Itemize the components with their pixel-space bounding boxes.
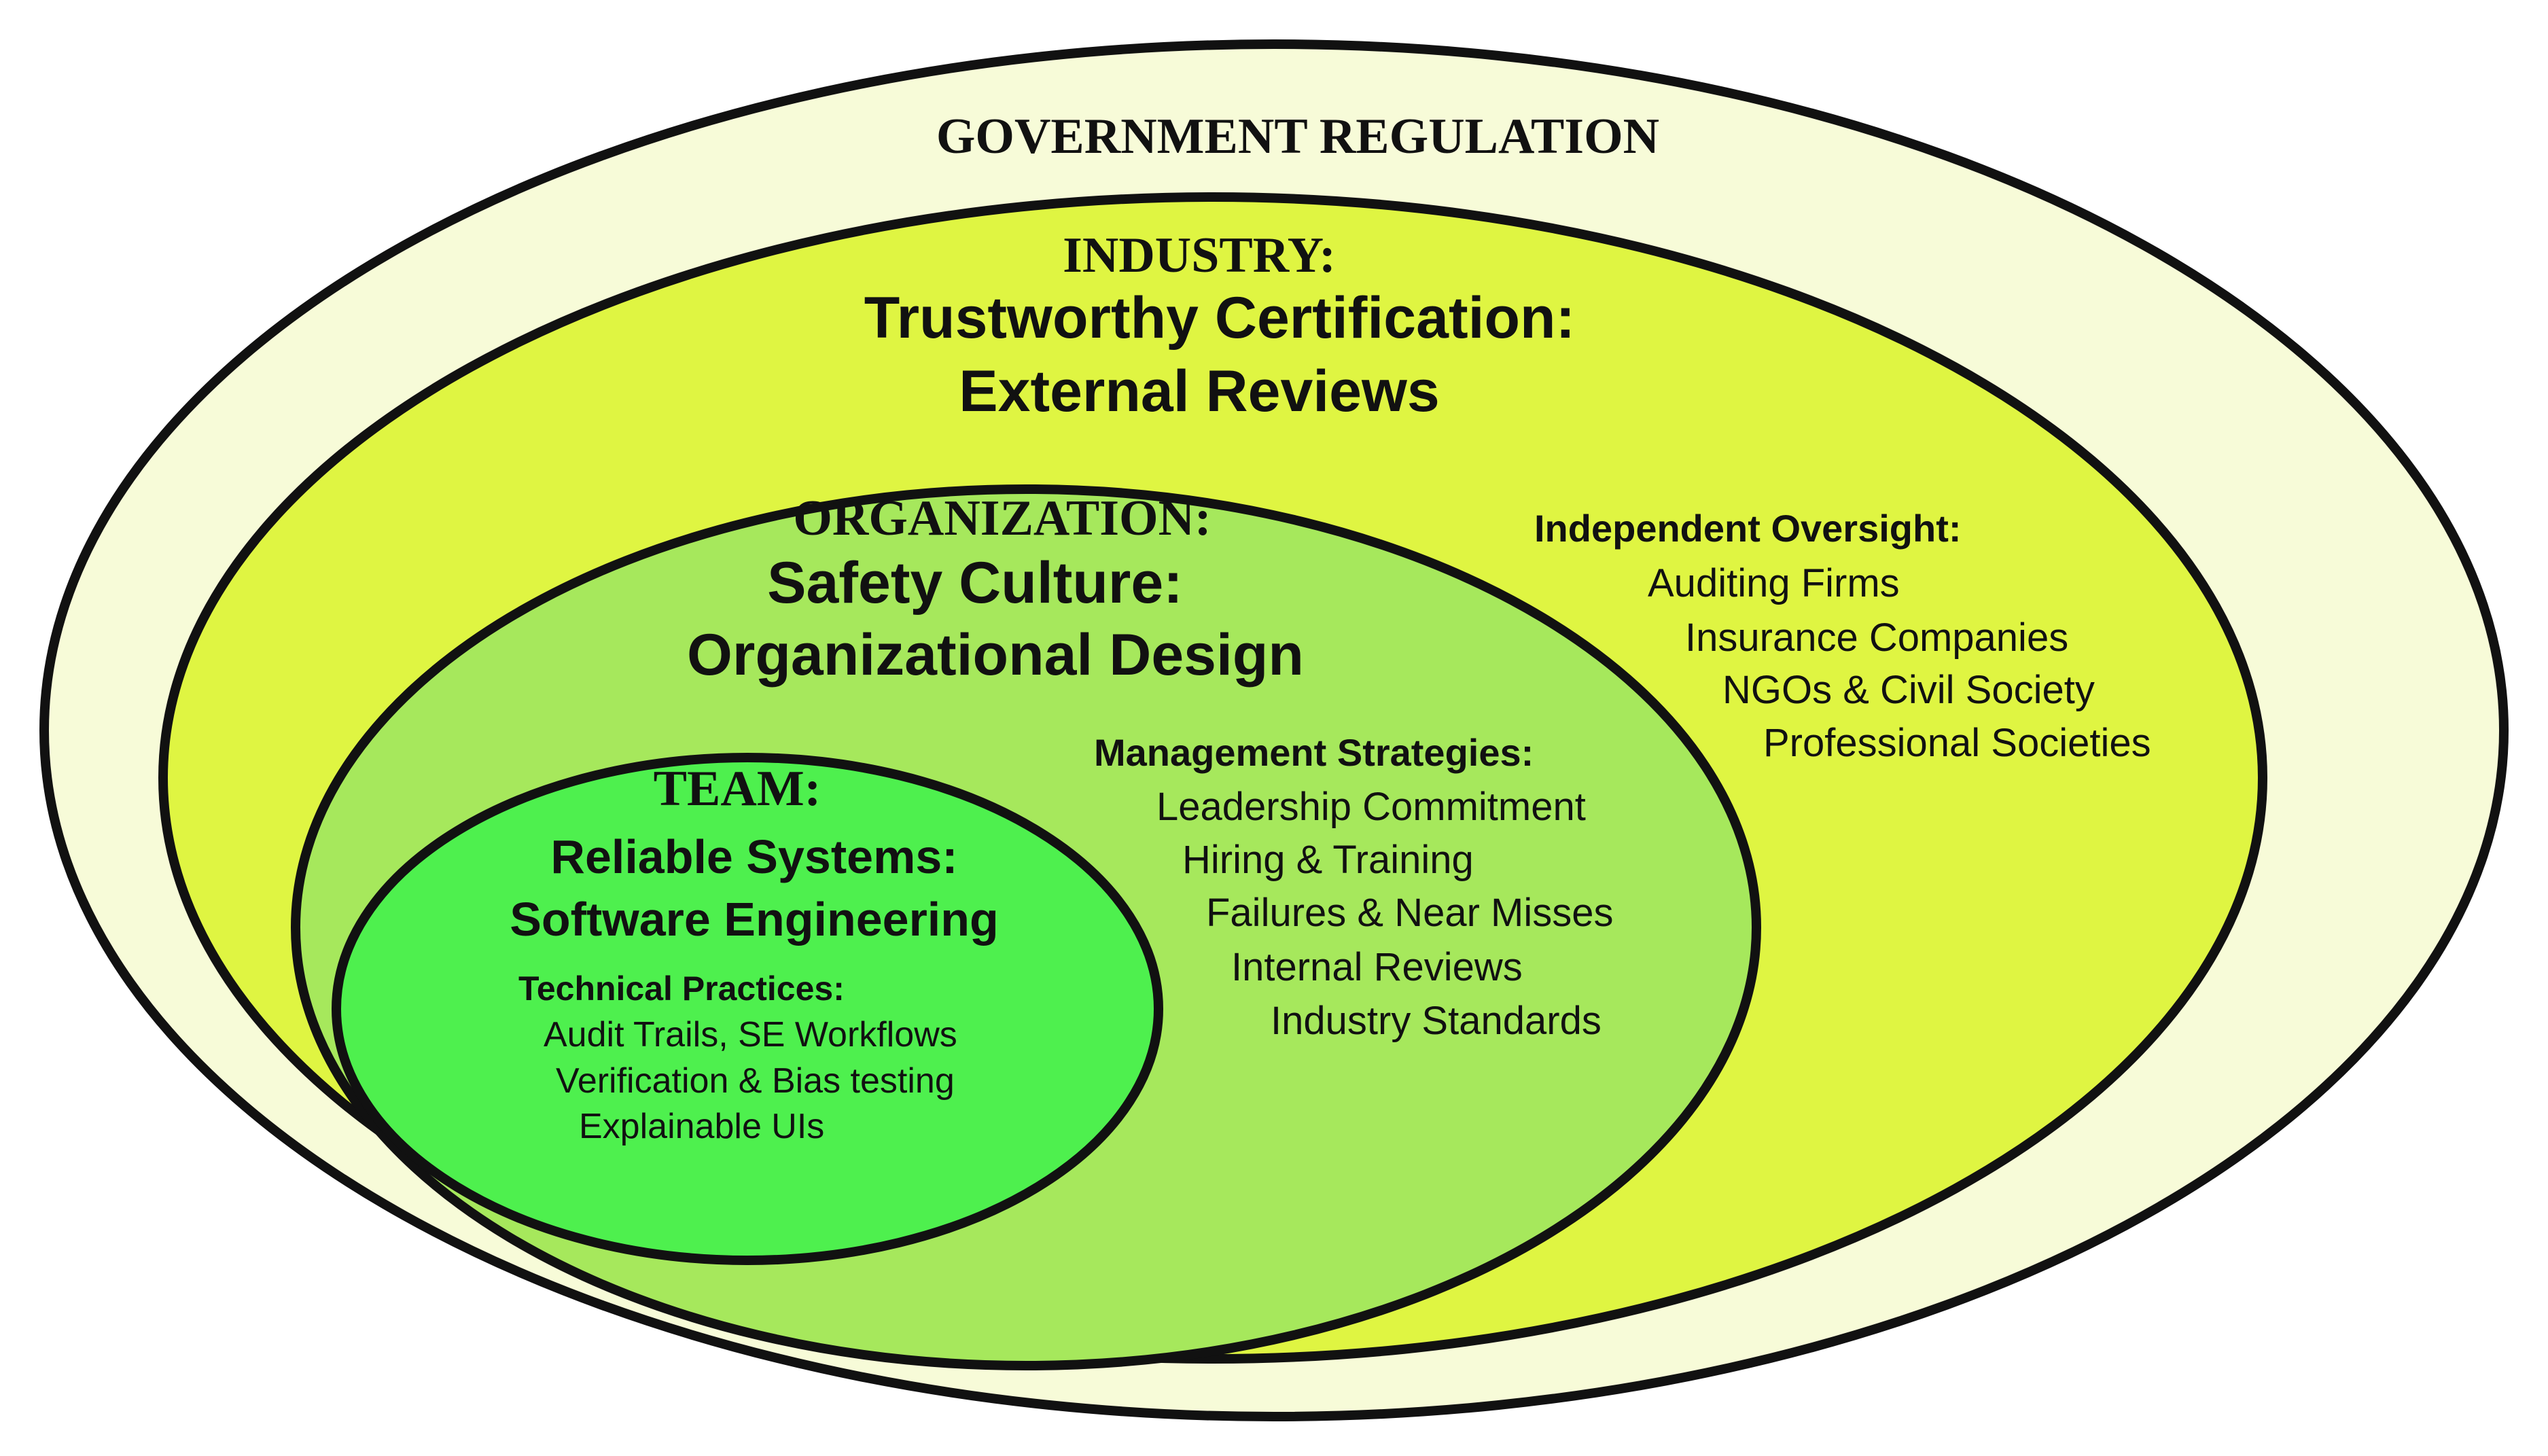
team-ellipse — [332, 753, 1163, 1265]
organization-title-line2: Organizational Design — [687, 622, 1304, 688]
team-title-line1: Reliable Systems: — [550, 830, 957, 883]
organization-item-hiring-training: Hiring & Training — [1182, 838, 1474, 882]
organization-title-line1: Safety Culture: — [767, 550, 1183, 616]
organization-item-internal-reviews: Internal Reviews — [1231, 945, 1523, 989]
organization-item-failures-near-misses: Failures & Near Misses — [1206, 891, 1613, 935]
organization-list-heading: Management Strategies: — [1094, 731, 1534, 774]
team-item-explainable-uis: Explainable UIs — [579, 1107, 824, 1146]
team-heading: TEAM: — [654, 761, 821, 817]
team-list-heading: Technical Practices: — [518, 970, 845, 1008]
organization-item-leadership-commitment: Leadership Commitment — [1156, 785, 1586, 829]
industry-heading: INDUSTRY: — [1063, 228, 1336, 283]
government-heading: GOVERNMENT REGULATION — [936, 109, 1659, 164]
team-title-line2: Software Engineering — [510, 893, 999, 946]
team-item-verification-bias: Verification & Bias testing — [556, 1061, 955, 1101]
organization-item-industry-standards: Industry Standards — [1271, 999, 1602, 1043]
industry-item-ngos-civil-society: NGOs & Civil Society — [1722, 668, 2095, 712]
industry-item-auditing-firms: Auditing Firms — [1648, 561, 1900, 605]
industry-title-line2: External Reviews — [959, 359, 1439, 424]
industry-list-heading: Independent Oversight: — [1534, 507, 1962, 550]
industry-item-professional-societies: Professional Societies — [1763, 721, 2151, 765]
team-item-audit-trails: Audit Trails, SE Workflows — [544, 1015, 957, 1054]
organization-heading: ORGANIZATION: — [793, 491, 1211, 546]
industry-title-line1: Trustworthy Certification: — [864, 285, 1575, 351]
industry-item-insurance-companies: Insurance Companies — [1685, 616, 2068, 660]
